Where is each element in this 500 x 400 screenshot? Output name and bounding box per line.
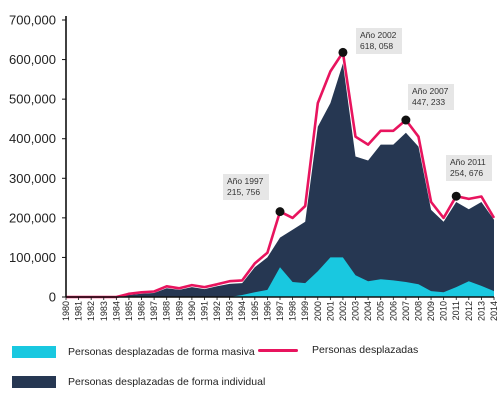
annotation-box (223, 174, 269, 200)
annotation-marker (401, 115, 411, 125)
x-tick-label: 1992 (212, 301, 222, 321)
annotation-year-label: Año 1997 (227, 176, 264, 186)
x-tick-label: 1986 (137, 301, 147, 321)
y-tick-label: 200,000 (9, 210, 56, 225)
x-tick-label: 1981 (74, 301, 84, 321)
legend-label-masiva: Personas desplazadas de forma masiva (68, 346, 255, 358)
x-tick-label: 1996 (262, 301, 272, 321)
legend-swatch-individual (12, 376, 56, 388)
x-tick-label: 1987 (149, 301, 159, 321)
x-tick-label: 2001 (325, 301, 335, 321)
x-tick-label: 1983 (99, 301, 109, 321)
x-tick-label: 1988 (162, 301, 172, 321)
area-individual (66, 63, 494, 297)
x-tick-label: 1999 (300, 301, 310, 321)
annotation-marker (338, 47, 348, 57)
annotation-box (408, 84, 454, 110)
x-tick-label: 1991 (200, 301, 210, 321)
x-tick-label: 2010 (439, 301, 449, 321)
x-tick-label: 1995 (250, 301, 260, 321)
annotation-marker (275, 207, 285, 217)
x-tick-label: 2007 (401, 301, 411, 321)
x-tick-label: 2003 (351, 301, 361, 321)
legend-label-individual: Personas desplazadas de forma individual (68, 376, 266, 388)
x-tick-label: 1980 (61, 301, 71, 321)
x-tick-label: 1982 (86, 301, 96, 321)
x-tick-label: 2004 (363, 301, 373, 321)
x-tick-label: 1993 (225, 301, 235, 321)
annotation-box (446, 155, 492, 181)
x-tick-label: 1984 (111, 301, 121, 321)
y-tick-label: 700,000 (9, 13, 56, 28)
annotation-year-label: Año 2011 (450, 157, 486, 167)
x-tick-label: 1994 (237, 301, 247, 321)
annotation-box (356, 28, 402, 54)
x-tick-label: 2012 (464, 301, 474, 321)
y-tick-label: 600,000 (9, 52, 56, 67)
annotation-value-label: 254, 676 (450, 168, 483, 178)
x-tick-label: 2009 (426, 301, 436, 321)
annotation-year-label: Año 2002 (360, 30, 397, 40)
annotation-year-label: Año 2007 (412, 86, 449, 96)
x-tick-label: 2005 (376, 301, 386, 321)
x-tick-label: 1985 (124, 301, 134, 321)
y-tick-label: 100,000 (9, 250, 56, 265)
y-tick-label: 300,000 (9, 171, 56, 186)
y-tick-label: 400,000 (9, 131, 56, 146)
y-tick-label: 0 (49, 290, 56, 305)
legend-item-masiva: Personas desplazadas de forma masiva (12, 346, 255, 358)
legend-swatch-line (258, 348, 298, 352)
y-tick-label: 500,000 (9, 92, 56, 107)
x-tick-label: 2002 (338, 301, 348, 321)
x-tick-label: 2000 (313, 301, 323, 321)
x-tick-label: 2006 (388, 301, 398, 321)
annotation-value-label: 618, 058 (360, 41, 393, 51)
x-tick-label: 1989 (174, 301, 184, 321)
x-tick-label: 2014 (489, 301, 499, 321)
annotation-marker (451, 191, 461, 201)
annotation-value-label: 447, 233 (412, 97, 445, 107)
legend-label-line: Personas desplazadas (312, 344, 419, 356)
x-tick-label: 1997 (275, 301, 285, 321)
x-tick-label: 2008 (414, 301, 424, 321)
x-tick-label: 2011 (451, 301, 461, 320)
legend-item-line: Personas desplazadas (258, 344, 418, 356)
x-tick-label: 1990 (187, 301, 197, 321)
x-tick-label: 1998 (288, 301, 298, 321)
area-masiva (66, 257, 494, 297)
x-tick-label: 2013 (476, 301, 486, 321)
annotation-value-label: 215, 756 (227, 187, 260, 197)
legend-item-individual: Personas desplazadas de forma individual (12, 376, 265, 388)
legend-swatch-masiva (12, 346, 56, 358)
